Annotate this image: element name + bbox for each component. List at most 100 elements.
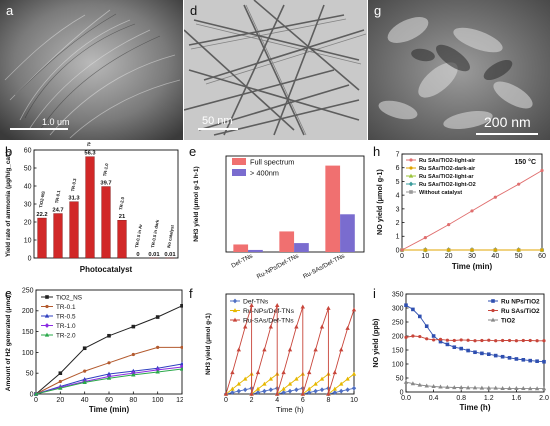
- y-tick-label: 0: [400, 389, 404, 396]
- data-point: [479, 385, 485, 390]
- bar-value-label: 0: [136, 252, 139, 258]
- bar-value-label: 31.3: [68, 196, 80, 202]
- data-point: [521, 358, 526, 362]
- x-tick-label: 10: [350, 397, 358, 404]
- legend-label: TR-0.5: [56, 313, 76, 320]
- data-point: [339, 347, 344, 352]
- y-tick-label: 50: [26, 371, 34, 378]
- x-tick-label: 20: [56, 397, 64, 404]
- data-point: [411, 334, 415, 338]
- panel-label-d: d: [190, 3, 198, 18]
- y-axis-label: Amount of H2 generated (μmol): [5, 293, 12, 392]
- data-point: [417, 382, 422, 387]
- panel-label-e: e: [189, 144, 197, 159]
- data-point: [180, 345, 183, 350]
- panel-e: Def-TNs Ru-NPs/Def-TNs Ru-SAs/Def-TNs Full …: [184, 142, 367, 284]
- legend-label: > 400nm: [250, 169, 279, 178]
- data-point: [452, 385, 457, 390]
- data-point: [180, 304, 183, 308]
- data-point: [438, 384, 443, 389]
- legend-marker: [44, 332, 50, 337]
- y-tick-label: 150: [392, 347, 404, 354]
- data-point: [106, 371, 112, 376]
- y-tick-label: 40: [24, 183, 32, 190]
- x-tick-label: 2.0: [539, 395, 549, 402]
- data-point: [262, 381, 267, 386]
- data-point: [345, 376, 350, 381]
- data-point: [528, 386, 533, 391]
- data-point: [106, 375, 112, 380]
- data-point: [319, 376, 325, 381]
- data-point: [307, 390, 312, 395]
- legend-label: TR-2.0: [56, 332, 76, 339]
- data-point: [404, 303, 408, 307]
- data-point: [445, 338, 449, 342]
- data-point: [107, 361, 111, 365]
- chart-svg: 0 10 20 30 40 50 60 0 1 2 3 4 5 6 7 Ru SAs/TiO2-light-a…: [375, 151, 546, 271]
- bar-1: [53, 213, 63, 259]
- data-point: [540, 168, 544, 173]
- data-point: [459, 346, 463, 351]
- data-point: [438, 337, 443, 341]
- data-point: [447, 223, 451, 227]
- data-point: [535, 359, 539, 363]
- data-point: [459, 338, 463, 342]
- data-point: [432, 338, 436, 342]
- data-point: [494, 339, 498, 343]
- plot-frame: [405, 293, 545, 393]
- x-tick-label: 10: [421, 253, 429, 260]
- data-point: [452, 338, 456, 343]
- data-point: [540, 248, 544, 252]
- data-point: [319, 387, 325, 393]
- x-tick-label: 40: [81, 397, 89, 404]
- y-tick-label: 200: [392, 333, 404, 340]
- data-point: [275, 391, 280, 396]
- y-tick-label: 5: [396, 179, 400, 186]
- bar-category-label: TR-0.3: [70, 177, 77, 191]
- legend-marker: [408, 181, 414, 187]
- legend-label: Ru SAs/TiO2: [501, 308, 540, 315]
- data-point: [131, 352, 135, 357]
- x-tick-label: 30: [468, 253, 476, 260]
- bar-value-label: 0.01: [164, 252, 176, 258]
- data-point: [535, 339, 539, 343]
- legend-swatch: [232, 169, 246, 176]
- data-point: [230, 386, 235, 391]
- data-point: [243, 324, 248, 329]
- data-point: [404, 335, 408, 339]
- series-line-3: [35, 366, 183, 395]
- chart-svg: 0 20 40 60 80 100 120 0 50 100 150 200 250 TiO2_NS TR-…: [5, 287, 183, 414]
- x-tick-label: 0.8: [456, 395, 466, 402]
- data-point: [500, 354, 505, 359]
- y-tick-label: 3: [396, 206, 400, 213]
- bar-2-0: [325, 165, 341, 252]
- data-point: [501, 338, 505, 343]
- panel-h: 0 10 20 30 40 50 60 0 1 2 3 4 5 6 7 Ru SAs/TiO2-light-a…: [368, 142, 550, 284]
- legend-label: TiO2: [501, 317, 516, 324]
- data-point: [410, 381, 416, 386]
- x-category-label: Def-TNs: [230, 253, 254, 270]
- data-point: [294, 324, 299, 329]
- data-point: [423, 248, 427, 252]
- data-point: [131, 368, 136, 373]
- data-point: [243, 387, 248, 393]
- data-point: [345, 325, 350, 330]
- panel-f: 0 2 4 6 8 10 Def-TNs Ru-NPs/Def-TNs Ru-SAs/Def-T…: [184, 284, 367, 426]
- data-point: [493, 353, 498, 358]
- x-tick-label: 0.4: [429, 395, 439, 402]
- data-point: [281, 370, 286, 375]
- data-point: [287, 388, 293, 394]
- data-point: [521, 385, 526, 390]
- x-tick-label: 1.2: [484, 395, 494, 402]
- legend-marker: [45, 295, 49, 299]
- data-point: [514, 357, 519, 361]
- data-point: [294, 376, 299, 381]
- legend-label: Full spectrum: [250, 158, 294, 167]
- data-point: [131, 372, 136, 377]
- data-point: [249, 391, 254, 396]
- y-tick-label: 0: [396, 247, 400, 254]
- scale-text-g: 200 nm: [484, 114, 531, 130]
- data-point: [262, 347, 267, 352]
- data-point: [179, 366, 183, 371]
- panel-i: 0.0 0.4 0.8 1.2 1.6 2.0 0 50 100 150 200 250 300 350 R…: [368, 284, 550, 426]
